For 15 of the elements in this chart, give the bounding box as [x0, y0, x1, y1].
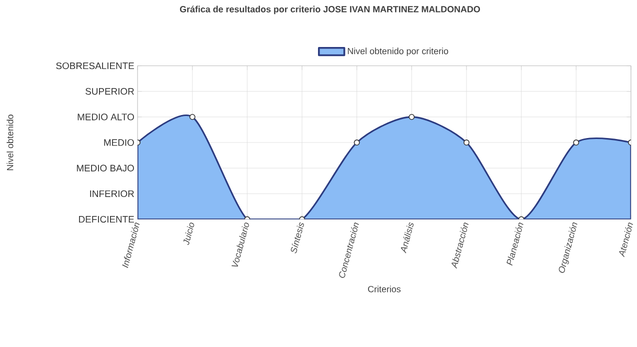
text: SUPERIOR: [86, 88, 134, 95]
x-tick-label: Síntesis: [290, 222, 304, 254]
text: INFERIOR: [90, 190, 134, 198]
text: Nivel obtenido: [6, 114, 14, 170]
x-tick-label: Juicio: [183, 222, 194, 245]
x-tick-label: Atención: [619, 222, 633, 258]
text: MEDIO ALTO: [78, 114, 134, 120]
text: Nivel obtenido por criterio: [348, 48, 448, 56]
text: DEFICIENTE: [79, 216, 134, 223]
text: MEDIO: [104, 139, 134, 146]
text: MEDIO BAJO: [76, 164, 134, 172]
text: SOBRESALIENTE: [56, 62, 134, 70]
chart-title: Gráfica de resultados por criterio JOSE IVAN MARTINEZ MALDONADO: [180, 6, 480, 14]
x-axis-title: Criterios: [368, 286, 401, 292]
x-tick-label: Análisis: [400, 222, 414, 254]
